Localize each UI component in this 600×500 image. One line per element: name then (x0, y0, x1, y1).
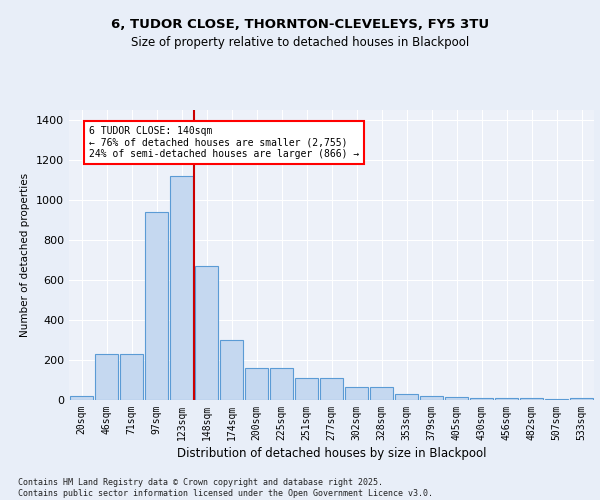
Bar (194, 266, 218, 400)
Bar (170, 176, 193, 400)
Bar (269, 368, 293, 400)
Bar (95, 354, 118, 400)
Bar (145, 212, 169, 400)
Bar (70, 396, 94, 400)
Bar (295, 378, 319, 400)
Bar (320, 378, 343, 400)
Bar (245, 368, 268, 400)
Bar (494, 398, 518, 400)
Bar (445, 397, 469, 400)
Bar (470, 398, 493, 400)
Bar (220, 340, 244, 400)
Bar (569, 398, 593, 400)
Bar (370, 387, 394, 400)
Bar (545, 399, 568, 400)
Text: Contains HM Land Registry data © Crown copyright and database right 2025.
Contai: Contains HM Land Registry data © Crown c… (18, 478, 433, 498)
Bar (419, 396, 443, 400)
Bar (344, 387, 368, 400)
Text: 6 TUDOR CLOSE: 140sqm
← 76% of detached houses are smaller (2,755)
24% of semi-d: 6 TUDOR CLOSE: 140sqm ← 76% of detached … (89, 126, 359, 159)
Y-axis label: Number of detached properties: Number of detached properties (20, 173, 31, 337)
Bar (520, 398, 544, 400)
Text: 6, TUDOR CLOSE, THORNTON-CLEVELEYS, FY5 3TU: 6, TUDOR CLOSE, THORNTON-CLEVELEYS, FY5 … (111, 18, 489, 30)
Bar (119, 354, 143, 400)
X-axis label: Distribution of detached houses by size in Blackpool: Distribution of detached houses by size … (177, 447, 486, 460)
Bar (395, 394, 418, 400)
Text: Size of property relative to detached houses in Blackpool: Size of property relative to detached ho… (131, 36, 469, 49)
